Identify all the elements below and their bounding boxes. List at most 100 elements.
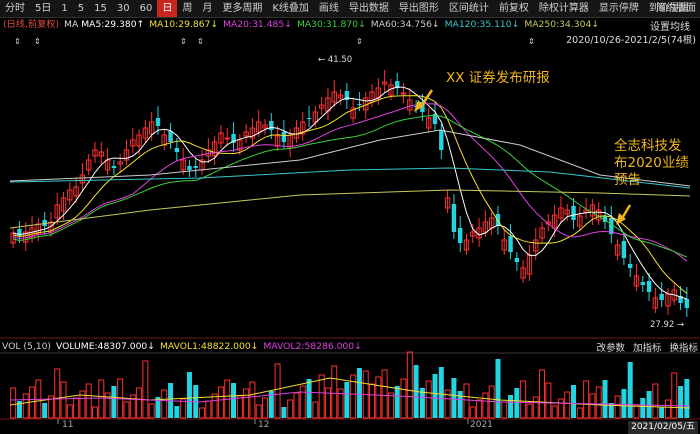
volume-bar-72 <box>463 383 470 419</box>
volume-bar-57 <box>369 383 376 419</box>
volume-bar-45 <box>293 392 300 419</box>
toolbar: 分时 5日 1 5 15 30 60 日 周 月 更多周期 K线叠加 画线 导出… <box>0 0 700 18</box>
ma120-value: MA120:35.110↓ <box>444 19 520 30</box>
volume-bar-69 <box>444 389 451 419</box>
draw-line-button[interactable]: 画线 <box>318 3 339 14</box>
volume-bar-44 <box>287 399 294 419</box>
period-day[interactable]: 日 <box>157 0 178 17</box>
show-suspension-button[interactable]: 显示停牌 <box>598 3 639 14</box>
volume-bar-104 <box>664 399 671 419</box>
volume-bar-43 <box>281 407 287 418</box>
period-5day[interactable]: 5日 <box>35 3 52 14</box>
candle-body-78 <box>501 239 507 251</box>
volume-bar-52 <box>337 388 344 419</box>
ex-rights-calculator-button[interactable]: 除权计算器 <box>538 3 589 14</box>
volume-bar-102 <box>652 383 659 419</box>
ma10-curve <box>13 95 688 294</box>
ma120-curve <box>9 167 691 189</box>
more-periods-button[interactable]: 更多周期 <box>222 3 263 14</box>
ma250-curve <box>9 189 691 229</box>
candle-body-12 <box>86 159 92 171</box>
volume-bar-91 <box>583 380 590 419</box>
volume-bar-35 <box>231 383 237 418</box>
period-week[interactable]: 周 <box>182 3 193 14</box>
ma20-value: MA20:31.485↓ <box>223 19 292 30</box>
volume-bar-68 <box>438 367 444 418</box>
period-5min[interactable]: 5 <box>77 3 85 14</box>
add-indicator-button[interactable]: 加指标 <box>632 343 662 354</box>
volume-bar-11 <box>79 390 86 419</box>
volume-bar-81 <box>520 380 527 419</box>
mavol2-value: MAVOL2:58286.000↓ <box>263 341 362 352</box>
candle-body-36 <box>237 139 243 151</box>
volume-bar-54 <box>350 374 357 419</box>
volume-bar-59 <box>381 369 388 419</box>
volume-bar-55 <box>356 368 362 418</box>
volume-bar-24 <box>161 389 168 419</box>
forecast-arrow-head <box>616 213 626 225</box>
volume-bar-49 <box>318 374 325 419</box>
switch-indicator-button[interactable]: 换指标 <box>669 343 698 354</box>
candle-body-38 <box>249 127 256 139</box>
candle-body-71 <box>457 228 463 243</box>
export-data-button[interactable]: 导出数据 <box>348 3 389 14</box>
volume-toolbar: 改参数 加指标 换指标 <box>596 340 698 354</box>
volume-bar-99 <box>633 404 640 419</box>
candle-body-40 <box>262 124 268 129</box>
candle-body-99 <box>633 275 640 287</box>
export-chart-button[interactable]: 导出图形 <box>398 3 439 14</box>
volume-bar-67 <box>432 374 438 418</box>
ma5-value: MA5:29.380↑ <box>81 19 145 30</box>
candle-body-65 <box>420 102 425 112</box>
volume-bar-101 <box>646 391 652 418</box>
candle-body-100 <box>640 282 645 285</box>
volume-bar-21 <box>142 360 149 419</box>
period-intraday[interactable]: 分时 <box>5 3 25 14</box>
simple-layout-button[interactable]: 简约版面 <box>656 3 696 14</box>
candle-body-28 <box>187 166 192 170</box>
candle-body-106 <box>678 296 683 303</box>
candle-body-90 <box>577 215 583 227</box>
period-15min[interactable]: 15 <box>94 3 107 14</box>
range-stats-button[interactable]: 区间统计 <box>448 3 489 14</box>
volume-bar-47 <box>306 379 312 418</box>
change-params-button[interactable]: 改参数 <box>596 343 625 354</box>
kline-overlay-button[interactable]: K线叠加 <box>272 3 309 14</box>
candle-body-8 <box>60 197 67 212</box>
volume-bar-85 <box>545 382 552 419</box>
volume-bar-84 <box>539 369 546 419</box>
price-alert-button[interactable]: 到价提醒 <box>648 3 689 14</box>
period-1min[interactable]: 1 <box>61 3 68 14</box>
candle-body-80 <box>514 258 520 262</box>
candle-body-88 <box>564 209 570 215</box>
volume-bar-92 <box>589 393 596 419</box>
volume-bar-9 <box>66 404 73 419</box>
candle-body-67 <box>432 114 438 124</box>
candle-body-11 <box>79 174 86 184</box>
candle-body-10 <box>73 186 79 197</box>
period-30min[interactable]: 30 <box>116 3 130 14</box>
volume-bar-19 <box>129 394 136 419</box>
candle-body-89 <box>571 206 576 220</box>
event-marker-2: ⇕ <box>180 37 187 46</box>
volume-bar-103 <box>659 407 665 418</box>
candle-body-75 <box>482 221 489 233</box>
candle-body-46 <box>300 121 306 135</box>
candle-body-47 <box>306 118 312 119</box>
volume-bar-94 <box>602 380 608 418</box>
candle-body-52 <box>337 94 344 99</box>
candle-body-69 <box>444 197 451 209</box>
period-60min[interactable]: 60 <box>139 3 153 14</box>
volume-bar-61 <box>394 386 400 418</box>
candle-body-72 <box>463 239 470 251</box>
annotation-forecast: 全志科技发 布2020业绩 预告 <box>614 138 689 189</box>
volume-bar-90 <box>576 407 583 419</box>
candle-body-66 <box>426 117 432 129</box>
candle-body-26 <box>174 148 180 152</box>
period-month[interactable]: 月 <box>202 3 213 14</box>
volume-bar-87 <box>557 398 564 419</box>
forward-adjust-button[interactable]: 前复权 <box>498 3 529 14</box>
candle-body-102 <box>652 297 659 309</box>
ma-settings-button[interactable]: 设置均线 <box>650 22 690 33</box>
